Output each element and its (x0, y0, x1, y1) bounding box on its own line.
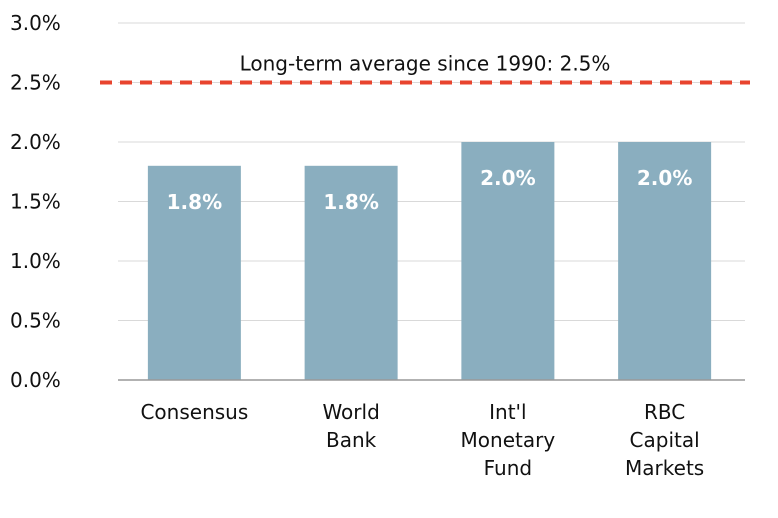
y-tick-label: 1.5% (10, 190, 61, 214)
x-category-label: Int'l (489, 400, 526, 424)
y-tick-label: 3.0% (10, 11, 61, 35)
y-tick-label: 1.0% (10, 249, 61, 273)
bar (304, 165, 398, 380)
x-category-label: RBC (644, 400, 685, 424)
x-category-label: Consensus (140, 400, 248, 424)
x-category-label: Fund (484, 456, 532, 480)
bar (618, 142, 712, 380)
x-category-label: Capital (630, 428, 700, 452)
y-tick-label: 0.5% (10, 309, 61, 333)
y-tick-label: 0.0% (10, 368, 61, 392)
reference-line-group: Long-term average since 1990: 2.5% (100, 52, 750, 85)
data-label: 1.8% (167, 190, 222, 214)
data-label: 2.0% (480, 166, 535, 190)
bar (147, 165, 241, 380)
bars: 1.8% 1.8% 2.0% 2.0% (147, 142, 712, 380)
data-label: 1.8% (323, 190, 378, 214)
x-category-label: World (322, 400, 379, 424)
axes: 0.0% 0.5% 1.0% 1.5% 2.0% 2.5% 3.0% Consensus Wor… (10, 11, 745, 480)
y-tick-label: 2.5% (10, 71, 61, 95)
y-tick-label: 2.0% (10, 130, 61, 154)
x-category-label: Monetary (461, 428, 556, 452)
x-category-label: Bank (326, 428, 377, 452)
data-label: 2.0% (637, 166, 692, 190)
x-category-label: Markets (625, 456, 704, 480)
bar (461, 142, 555, 380)
reference-line-label: Long-term average since 1990: 2.5% (240, 52, 611, 76)
